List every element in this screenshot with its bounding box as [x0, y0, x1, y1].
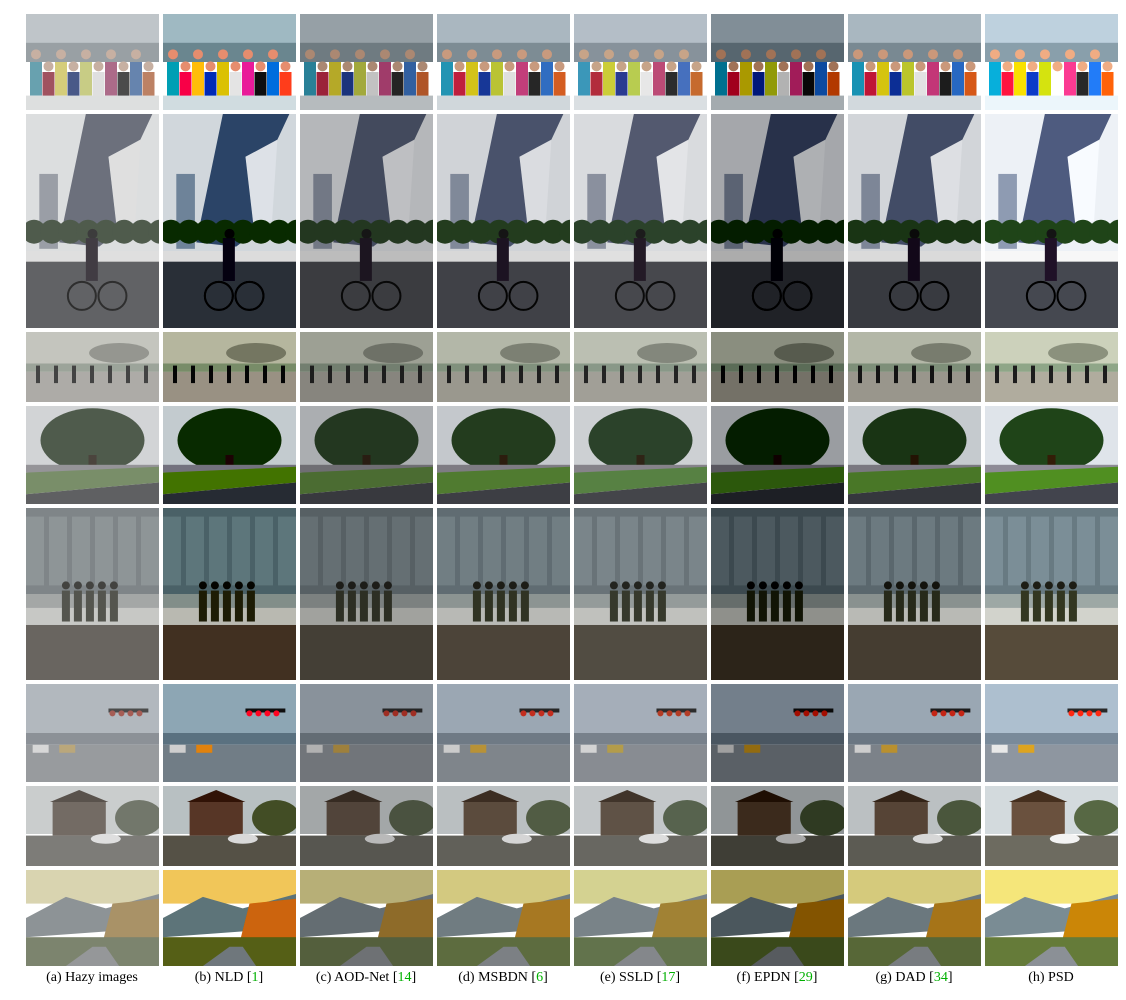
result-image: [574, 332, 707, 402]
result-image: [574, 786, 707, 866]
result-image: [163, 14, 296, 110]
result-image: [985, 870, 1118, 966]
caption-label: (d) MSBDN: [458, 970, 528, 985]
caption-label: (b) NLD: [194, 970, 244, 985]
result-image: [711, 508, 844, 680]
result-image: [26, 114, 159, 328]
result-image: [711, 870, 844, 966]
column-caption: (b) NLD [1]: [194, 970, 264, 985]
result-image: [574, 114, 707, 328]
caption-label: (c) AOD-Net: [315, 970, 390, 985]
citation-link[interactable]: 29: [798, 970, 813, 985]
column-caption: (h) PSD: [981, 970, 1121, 986]
result-image: [163, 684, 296, 782]
citation-link[interactable]: 6: [536, 970, 544, 985]
result-image: [300, 332, 433, 402]
result-image: [26, 786, 159, 866]
result-image: [848, 406, 981, 504]
result-image: [300, 684, 433, 782]
caption-label: (g) DAD: [875, 970, 926, 985]
result-image: [985, 684, 1118, 782]
result-image: [711, 406, 844, 504]
caption-label: (f) EPDN: [736, 970, 791, 985]
result-image: [163, 114, 296, 328]
column-caption: (g) DAD [34]: [875, 970, 953, 985]
result-image: [985, 508, 1118, 680]
result-image: [848, 684, 981, 782]
result-image: [574, 406, 707, 504]
result-image: [848, 786, 981, 866]
caption-label: (a) Hazy images: [46, 970, 138, 985]
result-image: [574, 508, 707, 680]
result-image: [300, 870, 433, 966]
result-image: [985, 786, 1118, 866]
column-caption: (d) MSBDN [6]: [458, 970, 548, 985]
result-image: [163, 786, 296, 866]
citation-link[interactable]: 14: [397, 970, 412, 985]
result-image: [26, 684, 159, 782]
result-image: [848, 332, 981, 402]
column-caption: (a) Hazy images: [22, 970, 162, 986]
result-image: [163, 870, 296, 966]
result-image: [437, 786, 570, 866]
result-image: [848, 870, 981, 966]
citation-link[interactable]: 1: [251, 970, 259, 985]
result-image: [437, 114, 570, 328]
result-image: [711, 684, 844, 782]
result-image: [163, 332, 296, 402]
result-image: [985, 332, 1118, 402]
result-image: [574, 14, 707, 110]
result-image: [848, 14, 981, 110]
caption-label: (h) PSD: [1028, 970, 1074, 985]
result-image: [26, 406, 159, 504]
caption-label: (e) SSLD: [599, 970, 654, 985]
result-image: [437, 870, 570, 966]
column-caption: (f) EPDN [29]: [736, 970, 818, 985]
citation-link[interactable]: 34: [933, 970, 948, 985]
result-image: [711, 332, 844, 402]
citation-link[interactable]: 17: [661, 970, 676, 985]
result-image: [437, 332, 570, 402]
result-image: [300, 14, 433, 110]
result-image: [437, 14, 570, 110]
result-image: [437, 406, 570, 504]
result-image: [300, 786, 433, 866]
result-image: [437, 508, 570, 680]
result-image: [26, 870, 159, 966]
result-image: [985, 114, 1118, 328]
result-image: [574, 870, 707, 966]
result-image: [163, 508, 296, 680]
result-image: [300, 508, 433, 680]
result-image: [26, 332, 159, 402]
result-image: [163, 406, 296, 504]
result-image: [848, 508, 981, 680]
result-image: [574, 684, 707, 782]
result-image: [711, 14, 844, 110]
result-image: [437, 684, 570, 782]
result-image: [711, 786, 844, 866]
result-image: [985, 406, 1118, 504]
result-image: [26, 14, 159, 110]
result-image: [300, 114, 433, 328]
result-image: [711, 114, 844, 328]
result-image: [848, 114, 981, 328]
result-image: [985, 14, 1118, 110]
result-image: [300, 406, 433, 504]
column-caption: (e) SSLD [17]: [599, 970, 681, 985]
result-image: [26, 508, 159, 680]
column-caption: (c) AOD-Net [14]: [315, 970, 417, 985]
